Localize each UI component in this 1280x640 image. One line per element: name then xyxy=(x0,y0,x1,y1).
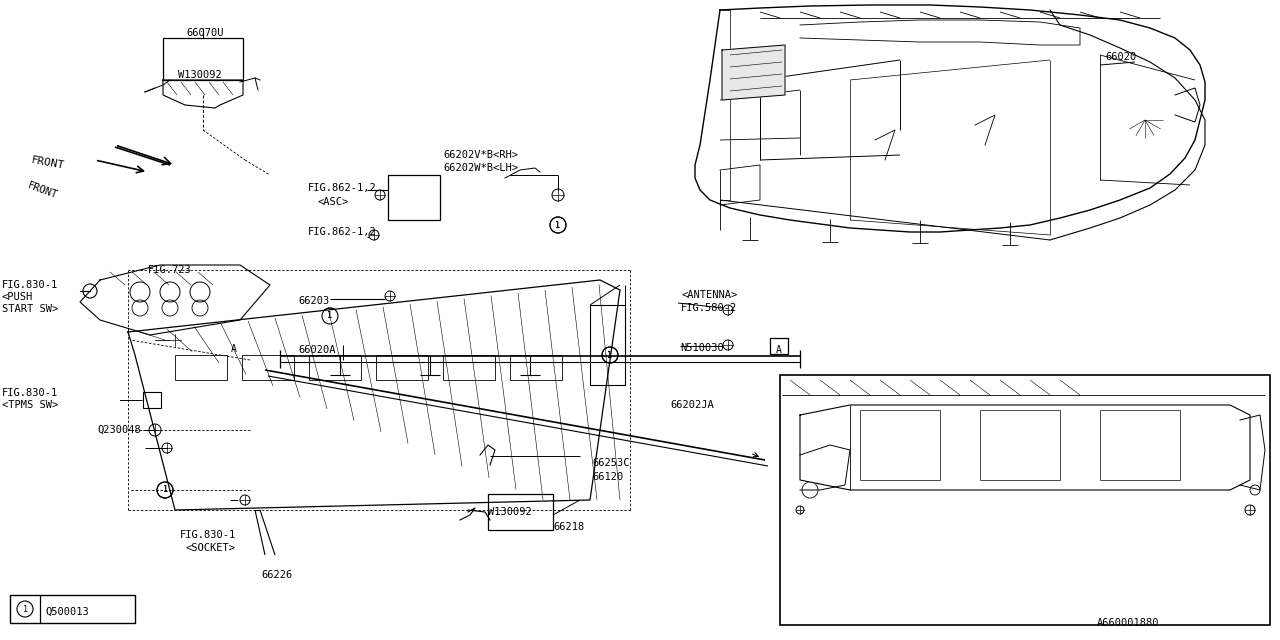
Bar xyxy=(488,494,553,530)
Text: <ASC>: <ASC> xyxy=(317,197,348,207)
Polygon shape xyxy=(480,445,495,465)
Polygon shape xyxy=(800,445,850,490)
Text: FRONT: FRONT xyxy=(31,155,65,171)
Text: 1: 1 xyxy=(328,312,333,321)
Text: 1: 1 xyxy=(23,605,27,614)
Bar xyxy=(376,355,428,380)
Text: FRONT: FRONT xyxy=(27,180,59,200)
Bar xyxy=(308,355,361,380)
Text: 1: 1 xyxy=(556,221,561,230)
Polygon shape xyxy=(1175,88,1201,122)
Polygon shape xyxy=(695,5,1204,232)
Bar xyxy=(388,175,440,220)
Polygon shape xyxy=(800,20,1080,45)
Bar xyxy=(443,355,495,380)
Text: 1: 1 xyxy=(608,351,613,360)
Bar xyxy=(771,338,788,354)
Text: 66202JA: 66202JA xyxy=(669,400,714,410)
Polygon shape xyxy=(800,405,1251,490)
Bar xyxy=(509,355,562,380)
Text: 66226: 66226 xyxy=(261,570,292,580)
Bar xyxy=(175,355,227,380)
Text: 1: 1 xyxy=(163,486,168,495)
Text: FIG.830-1: FIG.830-1 xyxy=(180,530,237,540)
Text: 66070U: 66070U xyxy=(187,28,224,38)
Text: <SOCKET>: <SOCKET> xyxy=(186,543,236,553)
Text: START SW>: START SW> xyxy=(3,304,59,314)
Text: 66020A: 66020A xyxy=(298,345,335,355)
Polygon shape xyxy=(79,265,270,335)
Text: A: A xyxy=(776,345,782,355)
Text: Q500013: Q500013 xyxy=(45,607,88,617)
Text: <ANTENNA>: <ANTENNA> xyxy=(681,290,737,300)
Bar xyxy=(10,595,134,623)
Text: W130092: W130092 xyxy=(178,70,221,80)
Text: 1: 1 xyxy=(556,221,561,230)
Text: 66218: 66218 xyxy=(553,522,584,532)
Text: 66120: 66120 xyxy=(591,472,623,482)
Polygon shape xyxy=(128,280,620,510)
Bar xyxy=(225,337,243,353)
Text: N510030: N510030 xyxy=(680,343,723,353)
Text: <PUSH: <PUSH xyxy=(3,292,33,302)
Text: 1: 1 xyxy=(328,312,333,321)
Text: A: A xyxy=(232,344,237,354)
Text: 66253C: 66253C xyxy=(591,458,630,468)
Text: 66020: 66020 xyxy=(1105,52,1137,62)
Text: FIG.580-2: FIG.580-2 xyxy=(681,303,737,313)
Text: W130092: W130092 xyxy=(488,507,531,517)
Text: Q230048: Q230048 xyxy=(97,425,141,435)
Text: <TPMS SW>: <TPMS SW> xyxy=(3,400,59,410)
Text: A660001880: A660001880 xyxy=(1097,618,1160,628)
Text: 1: 1 xyxy=(608,351,613,360)
Bar xyxy=(143,392,161,408)
Text: 66202W*B<LH>: 66202W*B<LH> xyxy=(443,163,518,173)
Bar xyxy=(242,355,294,380)
Text: FIG.862-1,2: FIG.862-1,2 xyxy=(308,227,376,237)
Text: 66203: 66203 xyxy=(298,296,329,306)
Polygon shape xyxy=(1050,10,1204,240)
Text: 1: 1 xyxy=(163,486,168,495)
Text: FIG.830-1: FIG.830-1 xyxy=(3,388,59,398)
Text: 66202V*B<RH>: 66202V*B<RH> xyxy=(443,150,518,160)
Polygon shape xyxy=(722,45,785,100)
Text: FIG.862-1,2: FIG.862-1,2 xyxy=(308,183,376,193)
Bar xyxy=(780,375,1270,625)
Text: FIG.723: FIG.723 xyxy=(148,265,192,275)
Bar xyxy=(163,38,243,80)
Bar xyxy=(590,305,625,385)
Text: FIG.830-1: FIG.830-1 xyxy=(3,280,59,290)
